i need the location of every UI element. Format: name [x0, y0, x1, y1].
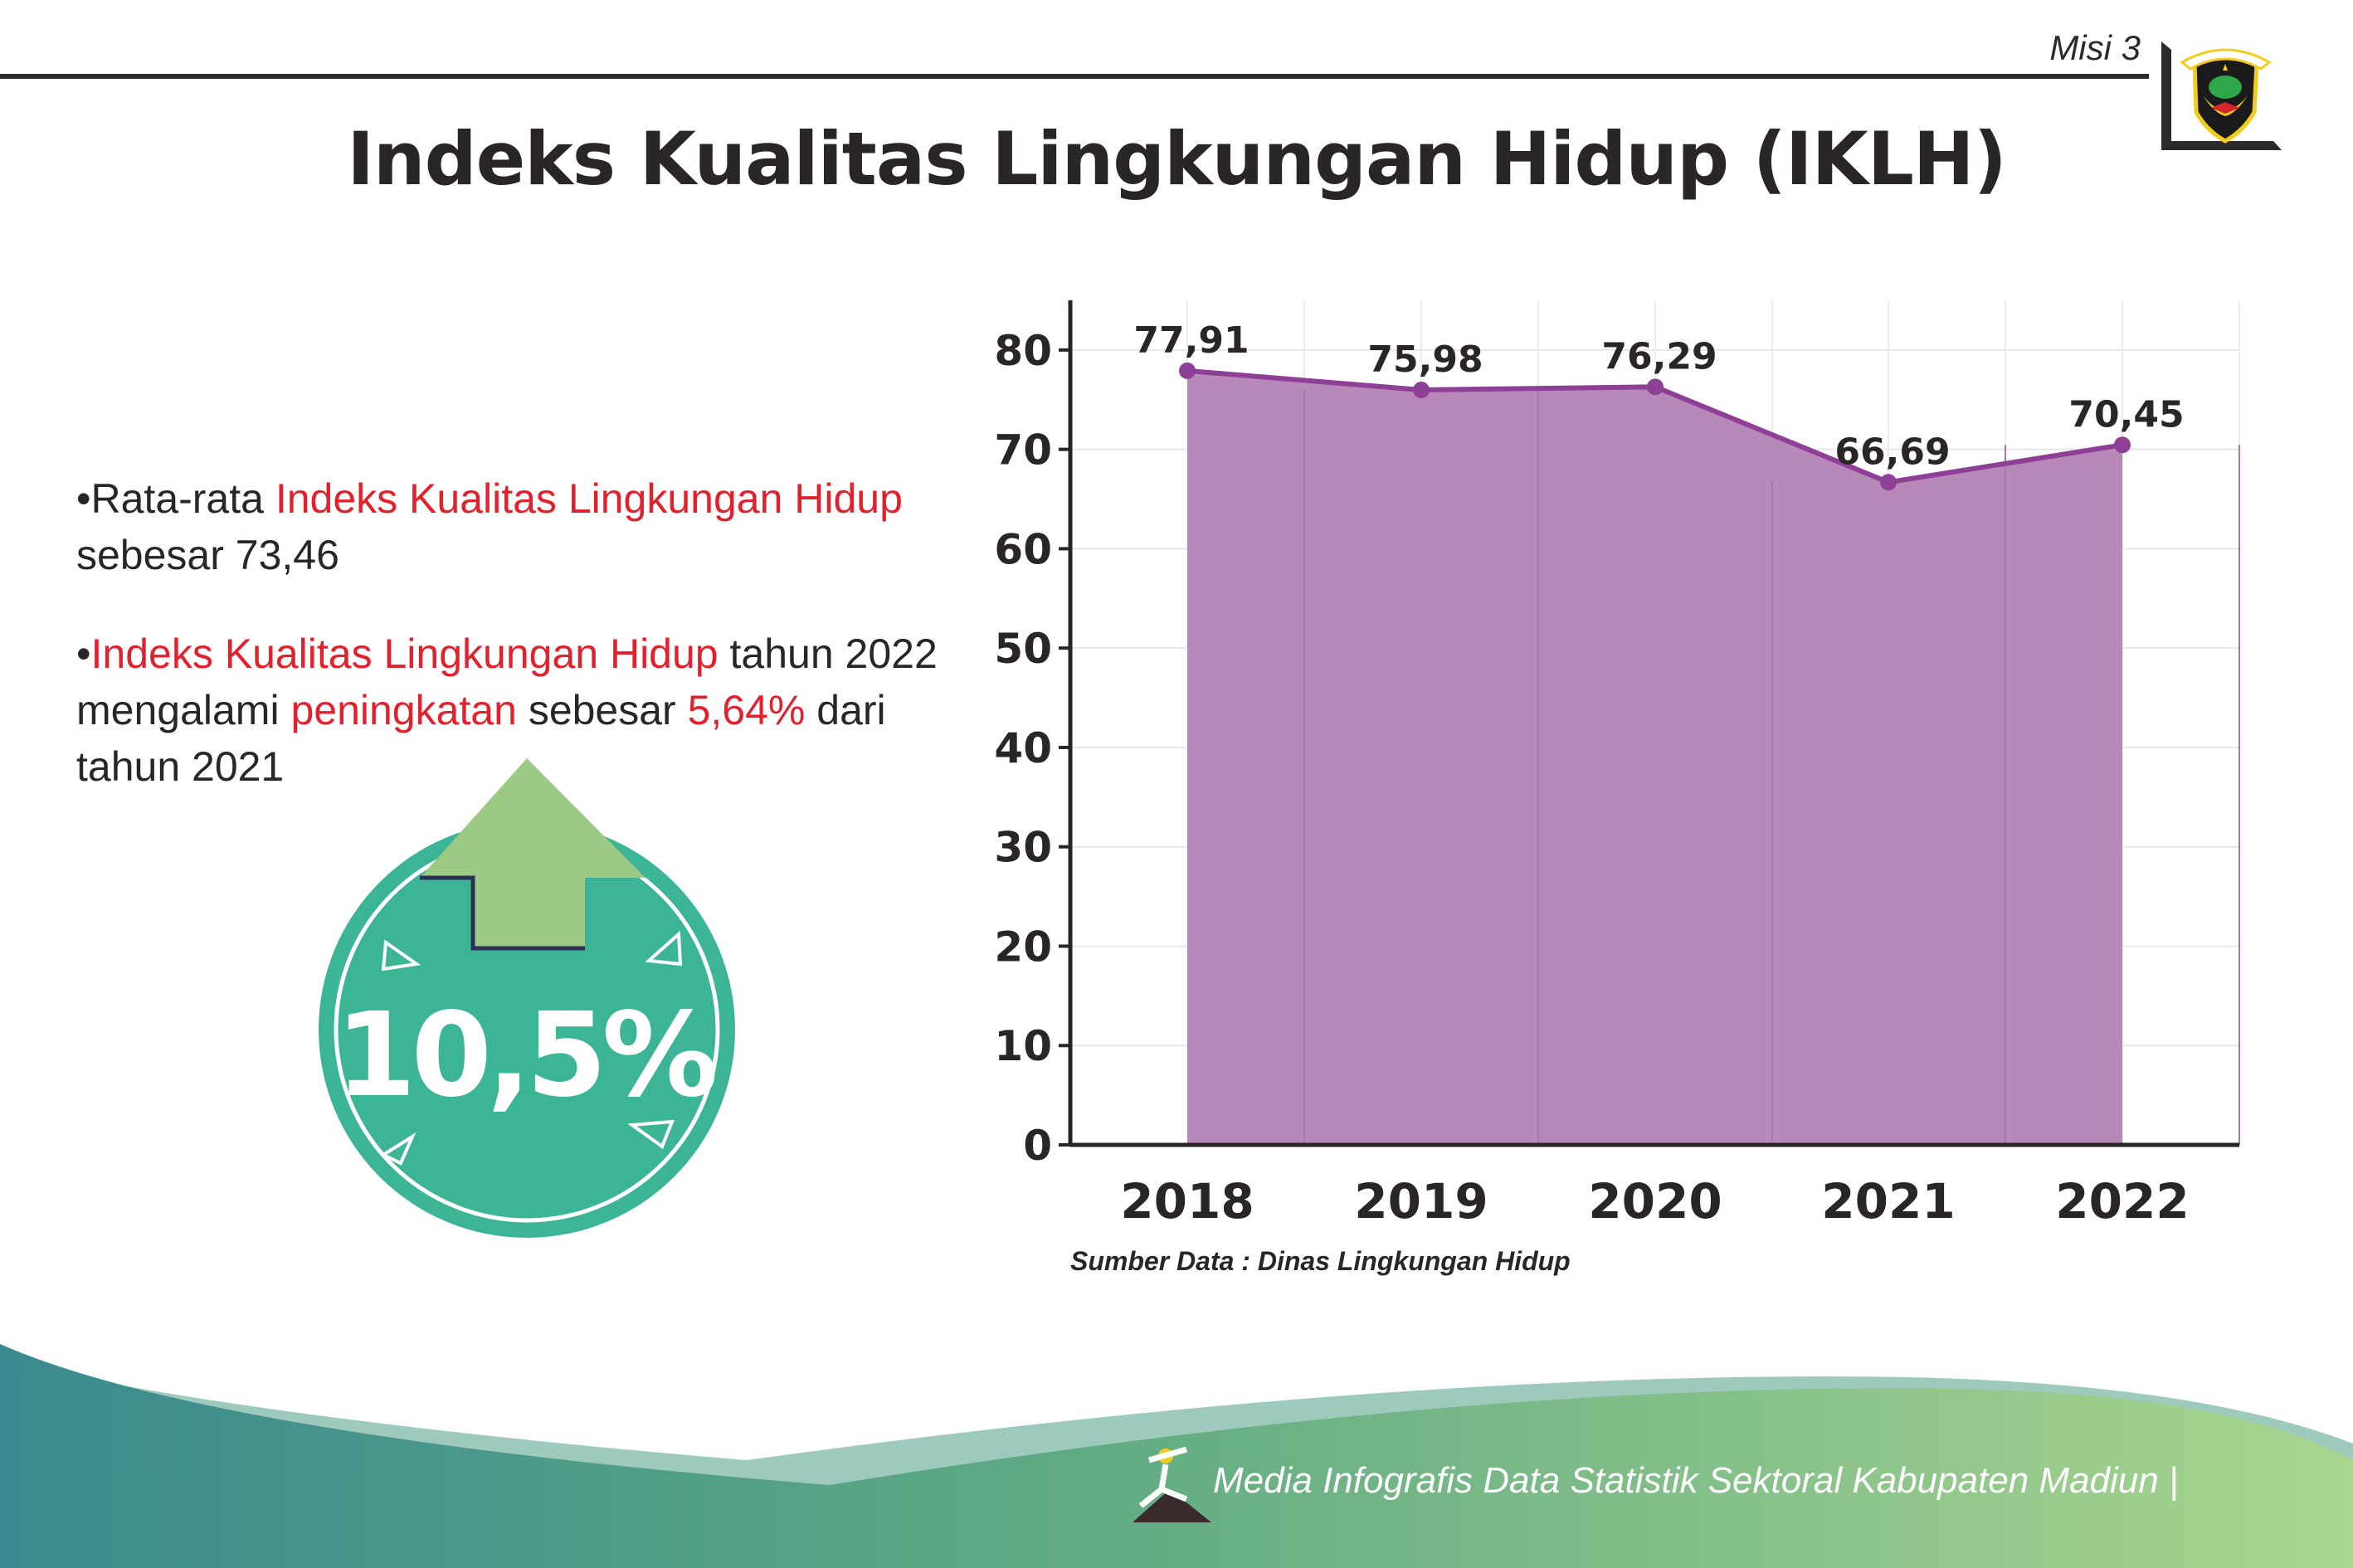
iklh-area-chart: 0 10 20 30 40 50 60 70 80 77,91 2018 75,98 2019 76,29…	[994, 300, 2240, 1230]
highlight-text: Indeks Kualitas Lingkungan Hidup	[90, 631, 719, 677]
body-text: tahun 2022 mengalami	[76, 631, 938, 733]
arrow-up-icon	[420, 758, 645, 951]
y-tick-label: 10	[994, 1022, 1052, 1070]
y-tick-label: 30	[994, 824, 1052, 872]
y-tick-label: 40	[994, 724, 1052, 772]
section-label: Misi 3	[2049, 28, 2141, 67]
x-tick-label: 2020	[1588, 1173, 1722, 1230]
x-tick-label: 2018	[1120, 1173, 1254, 1230]
y-tick-label: 50	[994, 625, 1052, 673]
growth-badge: 10,5%	[319, 758, 735, 1238]
data-point	[1413, 382, 1430, 399]
page-title: Indeks Kualitas Lingkungan Hidup (IKLH)	[347, 116, 2007, 202]
highlight-text: Indeks Kualitas Lingkungan Hidup	[275, 475, 903, 522]
data-point	[1179, 362, 1196, 379]
decor-triangles	[379, 930, 683, 1166]
x-tick-label: 2021	[1821, 1173, 1955, 1230]
x-tick-label: 2019	[1354, 1173, 1488, 1230]
data-label: 77,91	[1133, 319, 1249, 362]
bullet-average: •Rata-rata Indeks Kualitas Lingkungan Hi…	[76, 475, 903, 578]
highlight-text: peningkatan	[290, 687, 517, 733]
y-tick-label: 60	[994, 525, 1052, 573]
highlight-text: 5,64%	[687, 687, 806, 733]
data-label: 75,98	[1367, 338, 1483, 381]
data-label: 76,29	[1601, 335, 1717, 377]
data-point	[1647, 378, 1664, 396]
y-tick-label: 20	[994, 923, 1052, 971]
body-text: dari tahun 2021	[76, 687, 886, 790]
data-label: 66,69	[1834, 431, 1950, 473]
body-text: sebesar	[516, 687, 688, 733]
data-label: 70,45	[2068, 393, 2184, 436]
badge-value: 10,5%	[335, 988, 714, 1123]
kabupaten-madiun-logo	[2180, 48, 2272, 144]
y-tick-label: 70	[994, 426, 1052, 475]
area-fill	[1187, 370, 2122, 1145]
data-point	[2114, 436, 2131, 454]
header-rule	[0, 74, 2149, 79]
body-text: sebesar 73,46	[76, 532, 339, 578]
x-tick-label: 2022	[2055, 1173, 2189, 1230]
y-tick-label: 0	[1023, 1122, 1052, 1170]
body-text: Rata-rata	[90, 475, 275, 522]
bullet-increase: •Indeks Kualitas Lingkungan Hidup tahun …	[76, 631, 938, 790]
runner-logo-icon	[1133, 1446, 1211, 1522]
badge-circle	[319, 821, 735, 1238]
footer-wave	[0, 1344, 2353, 1568]
y-tick-label: 80	[994, 327, 1052, 375]
data-point	[1880, 474, 1897, 491]
footer-tagline: Media Infografis Data Statistik Sektoral…	[1213, 1460, 2179, 1501]
data-source: Sumber Data : Dinas Lingkungan Hidup	[1070, 1246, 1571, 1276]
